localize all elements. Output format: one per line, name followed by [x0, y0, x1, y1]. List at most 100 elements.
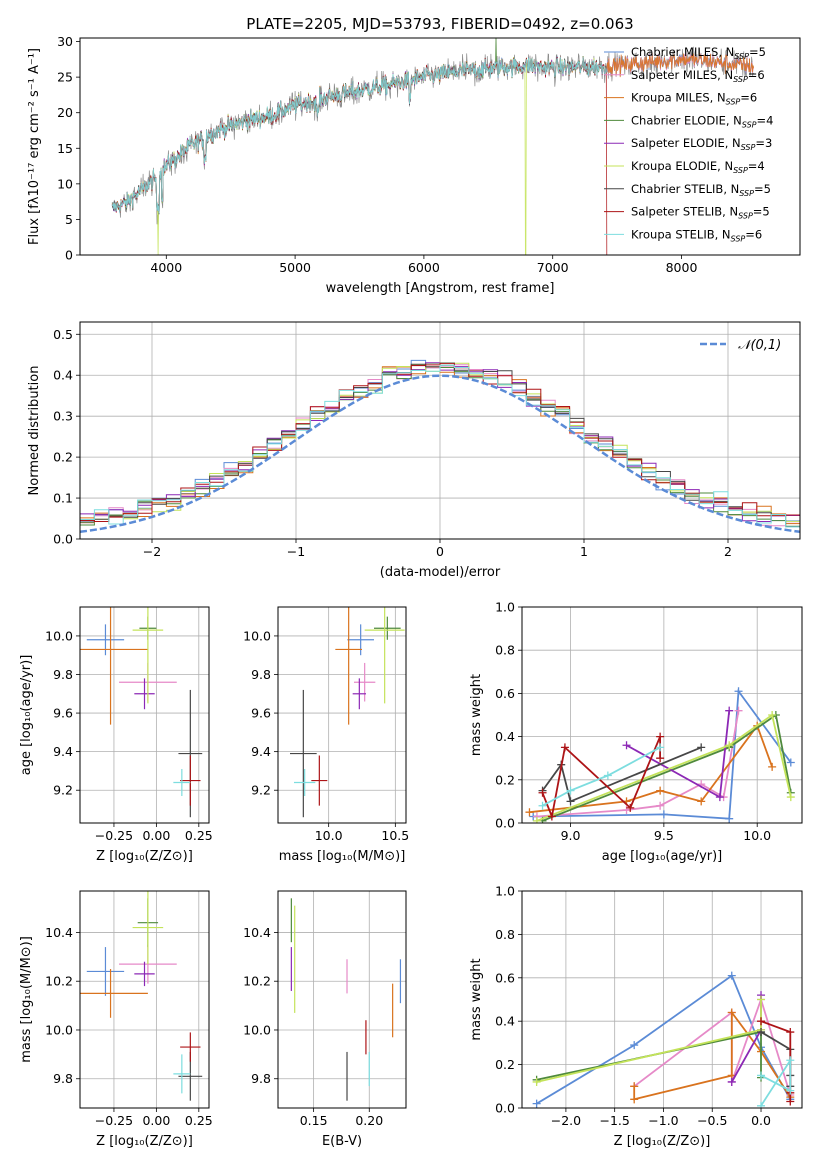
legend-label: Kroupa STELIB, NSSP=6 [631, 227, 762, 243]
y-axis-label: mass [log₁₀(M/M⊙)] [19, 936, 34, 1063]
y-tick-label: 0.8 [495, 643, 515, 658]
y-tick-label: 1.0 [495, 600, 515, 615]
weight-marker-cmiles [659, 810, 668, 819]
weight-marker-kelodie [532, 816, 541, 823]
spectrum-lines [111, 38, 754, 255]
x-tick-label: −0.25 [95, 828, 133, 843]
y-tick-label: 9.8 [251, 667, 271, 682]
legend-label-main: Kroupa ELODIE, N [631, 159, 733, 173]
weight-marker-cmiles [630, 1041, 639, 1050]
spectrum-panel: 4000 5000 6000 7000 8000 0 5 10 15 20 25 30 waveleng… [27, 34, 801, 296]
legend-label-main: Salpeter ELODIE, N [631, 136, 741, 150]
weight-marker-selodie [725, 706, 734, 715]
y-axis-label: Flux [fλ10⁻¹⁷ erg cm⁻² s⁻¹ A⁻¹] [27, 48, 42, 245]
y-tick-label: 30 [57, 34, 73, 49]
weight-marker-kmiles [656, 786, 665, 795]
figure-title: PLATE=2205, MJD=53793, FIBERID=0492, z=0… [246, 15, 633, 33]
y-tick-label: 0.3 [53, 409, 73, 424]
y-tick-label: 5 [65, 212, 73, 227]
weight-marker-kstelib [786, 1086, 795, 1095]
weight-marker-kstelib [603, 771, 612, 780]
weight-marker-sstelib [656, 732, 665, 741]
y-tick-label: 0.4 [495, 1014, 515, 1029]
y-tick-label: 0.2 [495, 772, 515, 787]
y-tick-label: 0.5 [53, 327, 73, 342]
weight-marker-kstelib [757, 1071, 766, 1080]
x-tick-label: 0.15 [300, 1113, 328, 1128]
x-tick-label: 7000 [537, 260, 569, 275]
legend-label: Chabrier STELIB, NSSP=5 [631, 182, 771, 198]
legend-label-end: =6 [745, 227, 762, 241]
weight-marker-smiles [656, 801, 665, 810]
error-points [80, 891, 203, 1101]
legend-label-main: Salpeter MILES, N [631, 68, 733, 82]
y-tick-label: 10.2 [243, 974, 271, 989]
x-tick-label: −0.25 [95, 1113, 133, 1128]
weight-marker-cmiles [532, 1099, 541, 1108]
y-tick-label: 9.6 [53, 706, 73, 721]
legend-label-sub: SSP [742, 120, 757, 129]
x-tick-label: 10.0 [743, 828, 771, 843]
legend-label-main: Chabrier ELODIE, N [631, 113, 742, 127]
y-tick-label: 10.0 [45, 628, 73, 643]
y-tick-label: 9.4 [251, 744, 271, 759]
y-tick-label: 9.2 [53, 783, 73, 798]
y-tick-label: 10.0 [45, 1022, 73, 1037]
histogram-sstelib [80, 362, 800, 522]
x-axis-label: mass [log₁₀(M/M⊙)] [279, 849, 406, 864]
weight-marker-kmiles [630, 1095, 639, 1104]
x-axis-label: Z [log₁₀(Z/Z⊙)] [96, 849, 193, 864]
mass-vs-ebv-panel: 0.15 0.20 9.8 10.0 10.2 10.4 E(B-V) [243, 890, 407, 1149]
x-tick-label: 0.20 [355, 1113, 383, 1128]
y-tick-label: 10.2 [45, 974, 73, 989]
error-points [290, 607, 405, 818]
axes-frame [79, 606, 210, 824]
x-axis-label: E(B-V) [322, 1134, 362, 1149]
weight-line-celodie [542, 713, 792, 822]
y-tick-label: 9.2 [251, 783, 271, 798]
x-tick-label: −0.5 [697, 1113, 727, 1128]
mass-weight-vs-z-panel: −2.0 −1.5 −1.0 −0.5 0.0 0.0 0.2 0.4 0.6 0.8 1.0 Z [… [469, 884, 803, 1149]
legend-label-end: =5 [749, 45, 766, 59]
y-tick-label: 0.0 [495, 1101, 515, 1116]
weight-line-kstelib [542, 746, 661, 807]
legend-label-sub: SSP [731, 234, 746, 243]
legend-label-end: =6 [748, 68, 765, 82]
legend-label-sub: SSP [741, 143, 756, 152]
weight-line-smiles [536, 710, 740, 818]
y-tick-label: 0.4 [495, 729, 515, 744]
weight-marker-sstelib [757, 1017, 766, 1026]
x-tick-label: −1.5 [600, 1113, 630, 1128]
y-axis-label: mass weight [469, 674, 484, 756]
y-tick-label: 10.4 [45, 925, 73, 940]
legend-label-main: Salpeter STELIB, N [631, 205, 738, 219]
axes-frame [277, 606, 407, 824]
weight-marker-sstelib [626, 803, 635, 812]
weight-marker-sstelib [786, 1028, 795, 1037]
legend-label: Kroupa ELODIE, NSSP=4 [631, 159, 765, 175]
axes-frame [79, 37, 801, 256]
y-tick-label: 0 [65, 248, 73, 263]
age-vs-z-panel: −0.25 0.00 0.25 9.2 9.4 9.6 9.8 10.0 Z [log₁₀(Z/… [19, 606, 213, 864]
legend-label-main: Kroupa MILES, N [631, 91, 726, 105]
x-tick-label: −2 [143, 544, 161, 559]
legend-label: Chabrier MILES, NSSP=5 [631, 45, 766, 61]
error-points [80, 607, 203, 818]
x-axis-label: age [log₁₀(age/yr)] [602, 849, 723, 864]
legend-label: Salpeter MILES, NSSP=6 [631, 68, 765, 84]
x-tick-label: 10.5 [381, 828, 409, 843]
legend-label-sub: SSP [739, 189, 754, 198]
y-tick-label: 0.2 [495, 1057, 515, 1072]
x-tick-label: 2 [724, 544, 732, 559]
legend-label-end: =6 [740, 91, 757, 105]
legend-label-sub: SSP [738, 212, 753, 221]
weight-lines [532, 971, 795, 1108]
weight-marker-cstelib [697, 743, 706, 752]
axes-frame [521, 606, 803, 824]
legend-label-sub: SSP [733, 166, 748, 175]
y-tick-label: 9.8 [251, 1071, 271, 1086]
weight-marker-kmiles [697, 797, 706, 806]
y-tick-label: 10 [57, 176, 73, 191]
y-tick-label: 9.6 [251, 706, 271, 721]
y-axis-label: age [log₁₀(age/yr)] [19, 655, 34, 776]
